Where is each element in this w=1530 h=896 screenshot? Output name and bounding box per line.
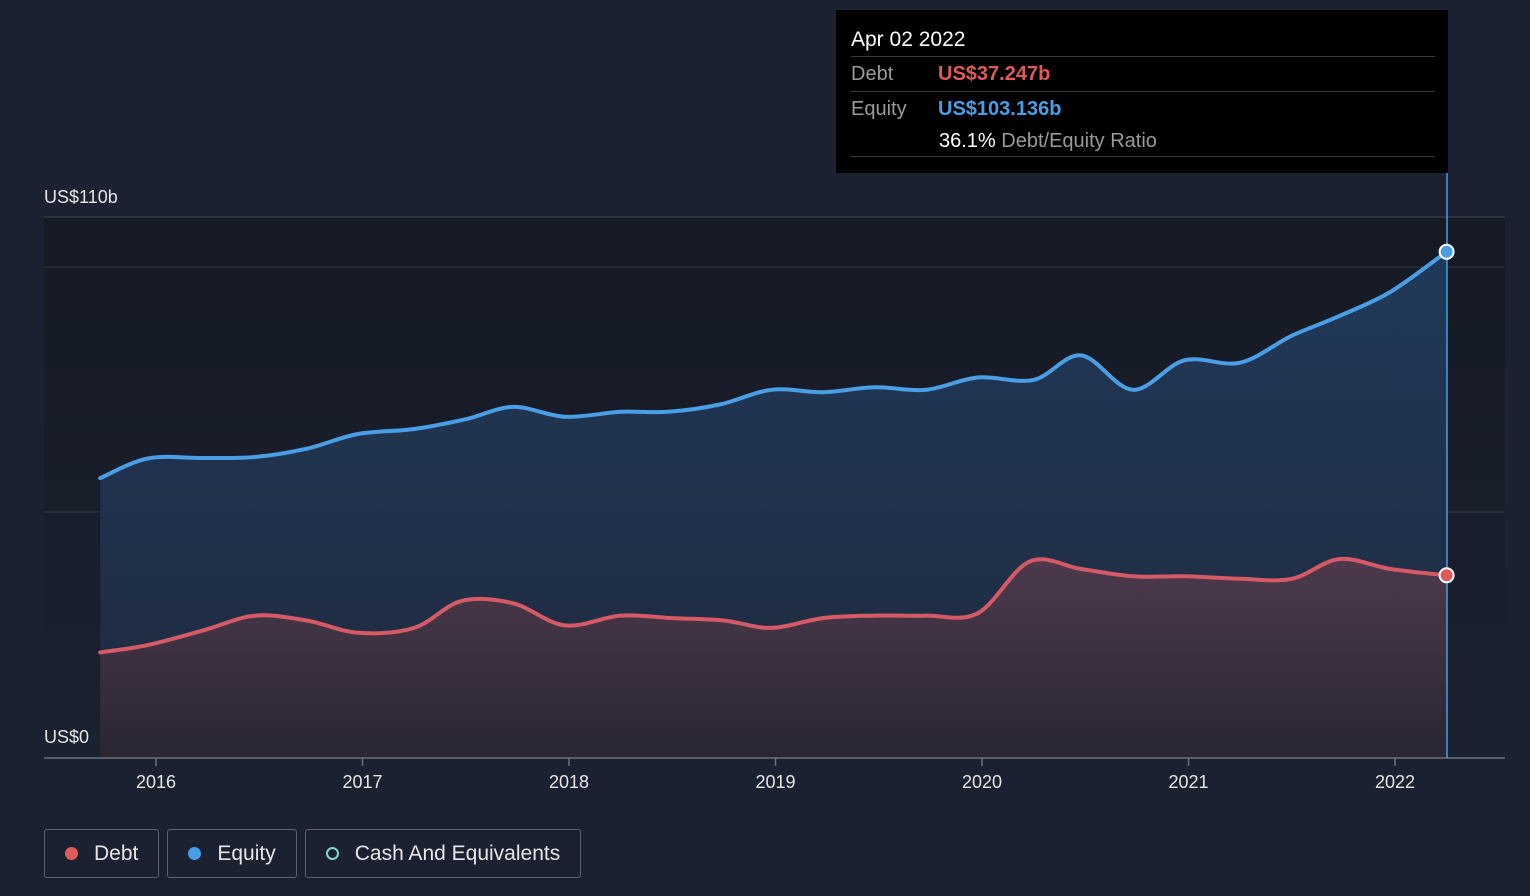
tooltip-ratio-label: Debt/Equity Ratio [1001,130,1157,152]
legend-debt-dot-icon [65,847,78,860]
chart-tooltip: Apr 02 2022 Debt US$37.247b Equity US$103.… [836,10,1448,173]
tooltip-date: Apr 02 2022 [851,28,966,51]
legend-equity-button[interactable]: Equity [167,829,297,878]
debt-area [100,558,1447,758]
debt-equity-chart: US$110b US$0 2016 2017 2018 2019 2020 2021 202… [44,173,1505,792]
tooltip-ratio-value: 36.1% [939,130,996,152]
x-tick-label-2019: 2019 [755,772,795,792]
tooltip-equity-value: US$103.136b [938,98,1062,120]
legend-cash-button[interactable]: Cash And Equivalents [304,829,582,878]
y-axis-top-label: US$110b [44,187,118,207]
tooltip-ratio-row: 36.1% Debt/Equity Ratio [851,126,1434,156]
equity-line [98,249,1449,481]
tooltip-equity-row: Equity US$103.136b [851,92,1434,126]
x-tick-label-2017: 2017 [342,772,382,792]
legend-debt-button[interactable]: Debt [44,829,160,878]
legend-equity-dot-icon [188,847,202,860]
legend-debt-label: Debt [94,841,139,865]
tooltip-equity-label: Equity [851,98,907,120]
legend-equity-label: Equity [217,841,276,865]
legend-cash-dot-icon [325,847,339,860]
x-tick-label-2022: 2022 [1375,772,1415,792]
tooltip-debt-value: US$37.247b [938,63,1051,85]
tooltip-debt-row: Debt US$37.247b [851,57,1434,91]
chart-legend: Debt Equity Cash And Equivalents [44,829,582,878]
debt-line [98,556,1449,655]
x-tick-label-2016: 2016 [136,772,176,792]
equity-point-marker[interactable] [1438,243,1455,260]
x-tick-label-2018: 2018 [549,772,589,792]
tooltip-divider [851,156,1435,157]
x-tick-label-2021: 2021 [1168,772,1208,792]
debt-point-marker[interactable] [1438,567,1455,584]
legend-cash-label: Cash And Equivalents [354,841,561,865]
x-axis-ticks: 2016 2017 2018 2019 2020 2021 2022 [136,758,1415,792]
tooltip-debt-label: Debt [851,63,894,85]
y-axis-bottom-label: US$0 [44,727,89,747]
tooltip-divider [851,56,1435,57]
x-tick-label-2020: 2020 [962,772,1002,792]
tooltip-divider [851,91,1435,92]
